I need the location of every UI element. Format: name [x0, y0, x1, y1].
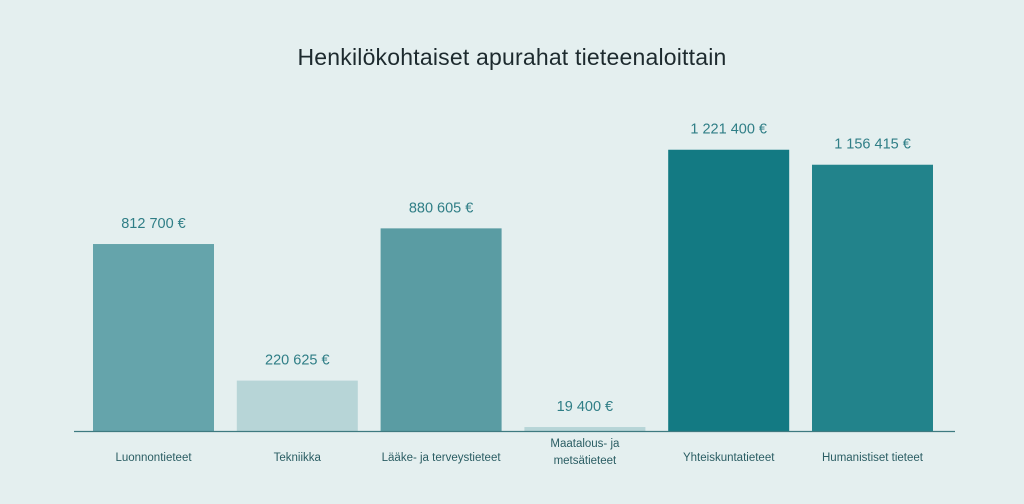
bar-value-label: 1 156 415 € [834, 137, 911, 153]
x-tick-label: metsätieteet [554, 455, 617, 467]
x-tick-label: Yhteiskuntatieteet [683, 452, 775, 464]
bar-value-label: 1 221 400 € [690, 122, 767, 138]
x-tick-label: Tekniikka [274, 452, 322, 464]
bar-value-label: 880 605 € [409, 200, 474, 216]
x-tick-label: Humanistiset tieteet [822, 452, 924, 464]
bar [236, 380, 358, 432]
bar [93, 244, 214, 432]
bar-value-label: 19 400 € [557, 399, 613, 415]
chart-title: Henkilökohtaiset apurahat tieteenaloitta… [297, 44, 727, 70]
bar [380, 228, 502, 432]
bar-value-label: 812 700 € [121, 216, 186, 232]
x-tick-label: Lääke- ja terveystieteet [382, 452, 502, 464]
bar [524, 427, 646, 432]
bar [812, 164, 933, 432]
x-tick-label: Maatalous- ja [550, 438, 620, 450]
x-tick-label: Luonnontieteet [115, 452, 192, 464]
bar [668, 149, 790, 432]
bar-value-label: 220 625 € [265, 353, 330, 369]
